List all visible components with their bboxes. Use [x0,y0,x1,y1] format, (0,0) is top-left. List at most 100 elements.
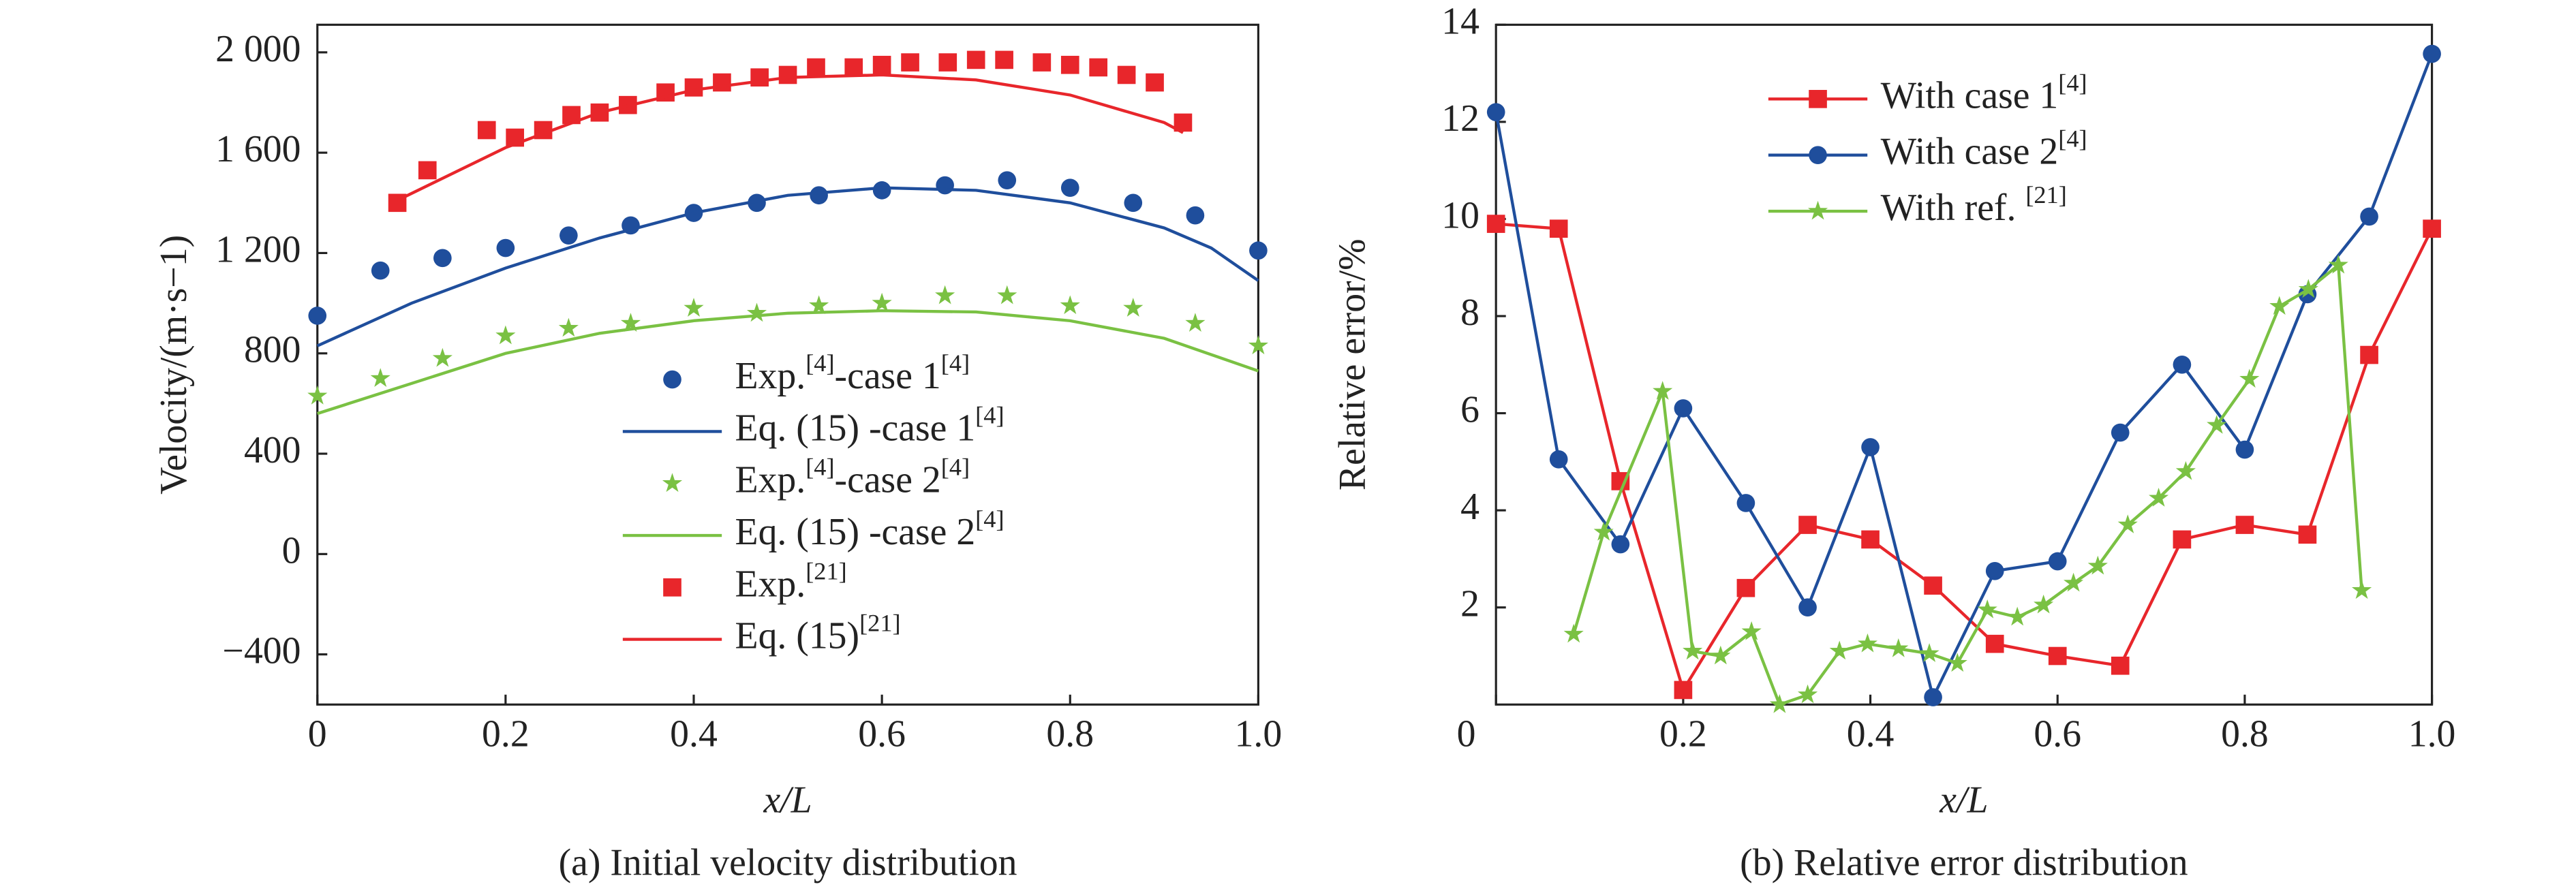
x-axis-label: x/L [763,779,812,821]
point [307,386,328,405]
point [1741,621,1762,640]
y-tick-label: 10 [1441,194,1479,236]
point [1486,103,1505,121]
x-tick-label: 0.2 [482,713,530,755]
point [2360,345,2378,364]
x-tick-label: 0.4 [1847,713,1895,755]
point [2111,423,2130,442]
point [2048,646,2067,666]
point [684,298,704,317]
point [308,307,327,325]
point [872,55,891,74]
point [1736,578,1755,597]
point [495,325,516,345]
point [1549,450,1568,469]
point [778,65,797,84]
x-tick-label: 0.6 [858,713,906,755]
legend-marker [1809,146,1827,165]
point [1611,535,1630,554]
point [872,292,892,312]
point [1486,215,1505,233]
point [433,249,452,268]
point [1674,681,1693,700]
legend-label: With case 1[4] [1881,69,2087,116]
y-tick-label: 6 [1460,388,1479,431]
point [2175,460,2196,480]
point [1985,561,2004,580]
point [2235,516,2254,534]
point [1857,633,1877,653]
point [1249,241,1268,260]
point [901,53,919,72]
point [998,171,1017,189]
point [2048,552,2067,571]
point [684,78,703,97]
y-tick-label: −400 [223,629,301,672]
point [1924,576,1942,595]
point [936,176,954,195]
point [1060,295,1080,315]
point [1977,599,1997,619]
point [938,53,957,72]
y-tick-label: 1 600 [215,128,301,170]
y-axis-label: Velocity/(m·s−1) [153,235,195,495]
point [2111,656,2130,675]
point [1829,640,1850,660]
point [1060,55,1079,74]
point [1123,298,1144,317]
point [1797,684,1818,704]
x-axis-label: x/L [1939,779,1988,821]
point [844,58,863,77]
x-tick-label: 0.8 [1046,713,1094,755]
legend-label: With ref. [21] [1881,181,2067,228]
point [2269,296,2290,315]
point [2235,440,2254,459]
point [2423,219,2441,238]
point [559,226,578,245]
point [1711,645,1731,665]
point [807,58,825,77]
chart-title: (a) Initial velocity distribution [559,841,1017,884]
point [1888,638,1909,657]
y-tick-label: 4 [1460,486,1479,528]
point [1919,643,1939,662]
point [370,368,390,387]
point [1861,530,1880,549]
point [1146,73,1164,92]
series-line [1494,53,2434,702]
x-tick-label: 1.0 [2408,713,2456,755]
legend-label: Eq. (15) -case 2[4] [735,505,1005,552]
legend-marker [663,370,681,389]
point [935,285,955,304]
y-tick-label: 400 [244,429,301,471]
legend-label: Exp.[21] [735,558,847,605]
point [2034,594,2054,614]
point [2207,415,2227,434]
point [418,161,437,180]
point [1798,516,1817,534]
y-tick-label: 0 [282,529,301,572]
x-tick-label: 0.6 [2034,713,2081,755]
y-axis-label: Relative error/% [1331,238,1373,490]
point [810,186,828,205]
point [2117,514,2138,533]
point [558,317,579,337]
point [2064,572,2084,592]
legend-marker [1807,200,1828,220]
legend-marker [662,473,683,493]
point [371,261,390,280]
point [2087,555,2108,575]
legend-marker [1809,90,1827,108]
point [2007,606,2027,626]
y-tick-label: 800 [244,329,301,371]
plot-frame [316,23,1259,706]
point [1769,693,1790,713]
series-line [316,186,1259,347]
point [1032,53,1052,72]
point [966,50,985,69]
point [1248,335,1268,355]
point [1089,58,1108,77]
legend-label: Exp.[4]-case 1[4] [735,349,970,396]
point [496,238,515,257]
point [997,285,1017,304]
